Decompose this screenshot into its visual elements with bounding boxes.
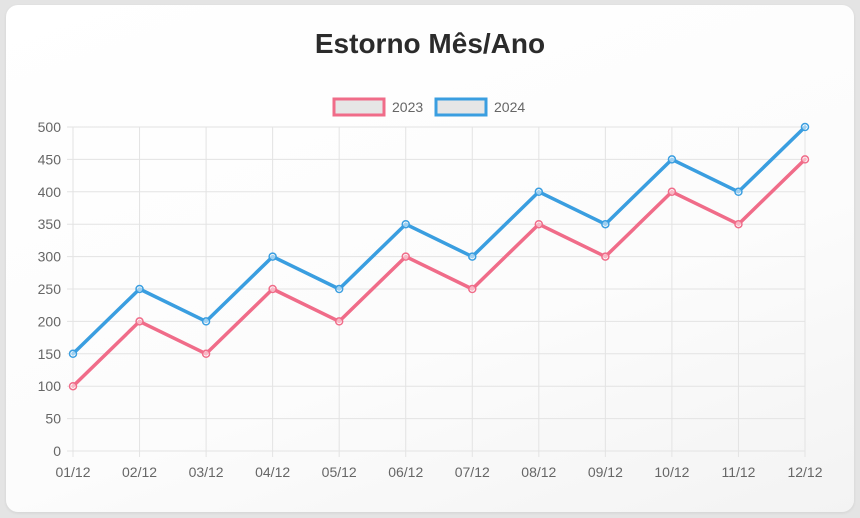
legend[interactable]: 2023 2024 <box>332 97 525 117</box>
legend-item-2023[interactable]: 2023 <box>332 97 423 117</box>
data-point[interactable] <box>468 252 477 261</box>
chart-card <box>6 5 854 512</box>
data-point[interactable] <box>201 349 211 359</box>
x-tick-label: 02/12 <box>122 464 157 480</box>
y-tick-label: 500 <box>38 119 62 135</box>
data-point[interactable] <box>667 187 677 197</box>
x-tick-label: 10/12 <box>654 464 689 480</box>
x-tick-label: 11/12 <box>721 464 755 480</box>
y-tick-label: 50 <box>45 411 61 427</box>
x-tick-label: 12/12 <box>787 464 822 480</box>
x-tick-label: 06/12 <box>388 464 423 480</box>
x-tick-label: 09/12 <box>588 464 623 480</box>
series-line <box>71 157 807 388</box>
data-point[interactable] <box>734 187 743 197</box>
x-tick-label: 07/12 <box>455 464 490 480</box>
x-tick-label: 01/12 <box>55 464 90 480</box>
y-axis: 0 50 100 150 200 250 300 350 400 450 500 <box>38 119 62 459</box>
series-line <box>71 125 807 356</box>
data-point[interactable] <box>667 155 677 164</box>
x-tick-label: 05/12 <box>322 464 357 480</box>
data-point[interactable] <box>534 219 544 229</box>
data-point[interactable] <box>268 284 277 294</box>
x-tick-label: 04/12 <box>255 464 290 480</box>
data-point[interactable] <box>268 252 277 261</box>
data-point[interactable] <box>800 155 810 164</box>
x-axis: 01/12 02/12 03/12 04/12 05/12 06/12 07/12 08/12… <box>55 464 822 480</box>
data-point[interactable] <box>734 219 743 229</box>
data-point[interactable] <box>401 252 410 261</box>
legend-swatch <box>434 97 488 117</box>
legend-label: 2024 <box>494 99 525 115</box>
data-point[interactable] <box>68 381 78 391</box>
y-tick-label: 350 <box>38 216 62 232</box>
y-tick-label: 150 <box>38 346 62 362</box>
data-point[interactable] <box>601 219 610 229</box>
y-tick-label: 450 <box>38 151 62 167</box>
y-tick-label: 300 <box>38 249 62 265</box>
grid <box>67 126 806 457</box>
x-tick-label: 08/12 <box>521 464 556 480</box>
y-tick-label: 0 <box>53 443 61 459</box>
data-point[interactable] <box>334 317 344 326</box>
legend-swatch <box>332 97 386 117</box>
x-tick-label: 03/12 <box>189 464 224 480</box>
data-point[interactable] <box>468 284 477 294</box>
data-point[interactable] <box>800 122 810 132</box>
series-2023 <box>68 155 810 391</box>
legend-label: 2023 <box>392 99 423 115</box>
data-point[interactable] <box>401 219 410 229</box>
legend-item-2024[interactable]: 2024 <box>434 97 525 117</box>
data-point[interactable] <box>68 349 78 359</box>
data-point[interactable] <box>334 284 344 294</box>
data-point[interactable] <box>601 252 610 261</box>
y-tick-label: 100 <box>38 378 62 394</box>
data-point[interactable] <box>201 317 211 326</box>
series-layer <box>68 122 810 391</box>
chart-title: Estorno Mês/Ano <box>314 28 546 59</box>
series-2024 <box>68 122 810 359</box>
data-point[interactable] <box>135 317 144 326</box>
y-tick-label: 250 <box>38 281 62 297</box>
y-tick-label: 400 <box>38 184 62 200</box>
data-point[interactable] <box>534 187 544 197</box>
data-point[interactable] <box>135 284 144 294</box>
y-tick-label: 200 <box>38 313 62 329</box>
